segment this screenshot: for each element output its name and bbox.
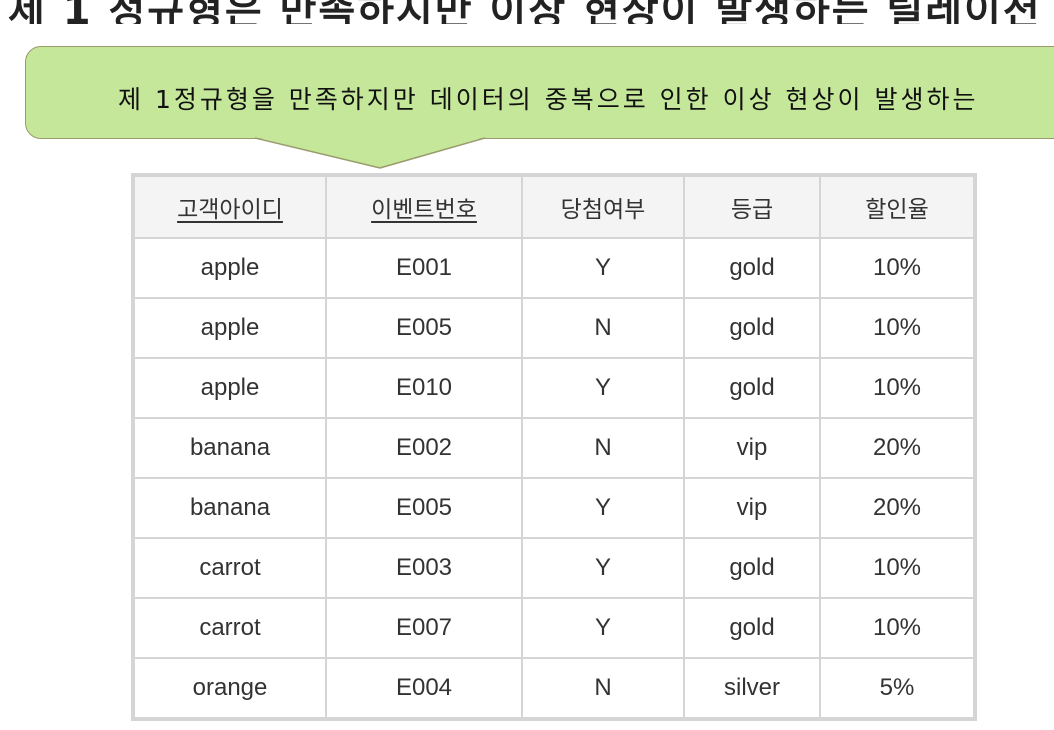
callout-tail <box>255 137 485 169</box>
table-cell: Y <box>521 537 685 599</box>
page-title: 제 1 정규형은 만족하지만 이상 현상이 발생하는 릴레이션 <box>8 0 1042 24</box>
table-cell: carrot <box>133 537 327 599</box>
table-cell: gold <box>683 537 821 599</box>
header-discount-rate: 할인율 <box>819 175 975 239</box>
table-cell: gold <box>683 237 821 299</box>
table-cell: E005 <box>325 297 523 359</box>
table-cell: Y <box>521 237 685 299</box>
table-cell: E005 <box>325 477 523 539</box>
table-cell: 20% <box>819 417 975 479</box>
table-cell: apple <box>133 237 327 299</box>
header-win-status: 당첨여부 <box>521 175 685 239</box>
table-cell: orange <box>133 657 327 719</box>
table-row: apple E010 Y gold 10% <box>133 357 975 419</box>
relation-table: 고객아이디 이벤트번호 당첨여부 등급 할인율 apple E001 Y gol… <box>133 175 975 719</box>
table-cell: apple <box>133 297 327 359</box>
table-cell: E003 <box>325 537 523 599</box>
table-row: apple E001 Y gold 10% <box>133 237 975 299</box>
table-cell: 10% <box>819 537 975 599</box>
table-cell: E007 <box>325 597 523 659</box>
table-cell: N <box>521 657 685 719</box>
table-cell: 20% <box>819 477 975 539</box>
table-cell: 5% <box>819 657 975 719</box>
table-header-row: 고객아이디 이벤트번호 당첨여부 등급 할인율 <box>133 175 975 239</box>
table-cell: apple <box>133 357 327 419</box>
callout-bubble <box>25 46 1054 139</box>
table-row: banana E002 N vip 20% <box>133 417 975 479</box>
table-cell: gold <box>683 297 821 359</box>
table-cell: vip <box>683 417 821 479</box>
table-row: banana E005 Y vip 20% <box>133 477 975 539</box>
callout-text: 제 1정규형을 만족하지만 데이터의 중복으로 인한 이상 현상이 발생하는 <box>118 85 979 114</box>
table-cell: gold <box>683 357 821 419</box>
table-row: apple E005 N gold 10% <box>133 297 975 359</box>
table-row: orange E004 N silver 5% <box>133 657 975 719</box>
table-cell: 10% <box>819 597 975 659</box>
table-cell: E004 <box>325 657 523 719</box>
table-cell: E010 <box>325 357 523 419</box>
table-cell: E001 <box>325 237 523 299</box>
table-cell: E002 <box>325 417 523 479</box>
table-cell: Y <box>521 597 685 659</box>
table-cell: Y <box>521 357 685 419</box>
table-cell: vip <box>683 477 821 539</box>
table-cell: 10% <box>819 297 975 359</box>
table-cell: N <box>521 297 685 359</box>
table-cell: N <box>521 417 685 479</box>
table-cell: 10% <box>819 237 975 299</box>
table-row: carrot E003 Y gold 10% <box>133 537 975 599</box>
table-cell: banana <box>133 477 327 539</box>
table-cell: gold <box>683 597 821 659</box>
table-cell: carrot <box>133 597 327 659</box>
header-event-number: 이벤트번호 <box>325 175 523 239</box>
table-cell: silver <box>683 657 821 719</box>
table-cell: Y <box>521 477 685 539</box>
table-row: carrot E007 Y gold 10% <box>133 597 975 659</box>
table-cell: 10% <box>819 357 975 419</box>
table-cell: banana <box>133 417 327 479</box>
header-customer-id: 고객아이디 <box>133 175 327 239</box>
header-grade: 등급 <box>683 175 821 239</box>
